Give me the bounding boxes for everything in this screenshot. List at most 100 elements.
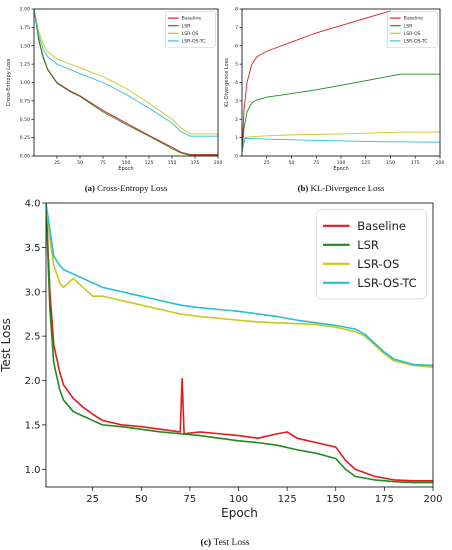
x-tick-label: 25 (54, 160, 60, 166)
x-tick-label: 200 (214, 160, 223, 166)
y-tick-label: 1.50 (20, 43, 30, 49)
x-tick-label: 50 (77, 160, 83, 166)
legend-box (316, 209, 427, 300)
series-line-lsr-os-tc (34, 9, 218, 137)
x-tick-label: 100 (229, 494, 248, 505)
x-axis-label: Epoch (333, 166, 348, 172)
caption-label: (b) (298, 183, 311, 193)
chart-b: 25 50 75 100 125 150 175 200 0 1 2 3 4 5 6 7 8 Epoch KL-Di… (224, 7, 444, 193)
axes-frame (45, 202, 434, 488)
y-tick-label: 6 (235, 43, 238, 49)
y-axis-label: Cross-Entropy Loss (6, 58, 12, 106)
x-tick-label: 200 (423, 494, 442, 505)
x-tick-label: 175 (375, 494, 394, 505)
x-tick-label: 175 (411, 160, 420, 166)
x-tick-label: 150 (168, 160, 177, 166)
series-line-lsr (46, 203, 433, 484)
caption-text: Cross-Entropy Loss (97, 183, 168, 193)
series-line-baseline (34, 9, 218, 155)
x-tick-label: 125 (361, 160, 370, 166)
plot-area (34, 9, 218, 156)
y-axis-label: Test Loss (0, 318, 13, 373)
x-tick-label: 75 (100, 160, 106, 166)
x-tick-label: 100 (122, 160, 131, 166)
y-tick-label: 0 (235, 154, 238, 160)
y-tick-label: 1.0 (25, 465, 41, 476)
legend-box (387, 11, 438, 48)
series-line-lsr-os (34, 9, 218, 135)
x-tick-label: 75 (184, 494, 197, 505)
y-tick-label: 1.00 (20, 80, 30, 86)
y-axis-label: KL-Divergence Loss (224, 58, 230, 107)
legend-label-lsr-os-tc: LSR-OS-TC (182, 39, 206, 45)
y-tick-label: 5 (235, 62, 238, 68)
y-tick-label: 1.5 (25, 420, 41, 431)
series-line-baseline (46, 203, 433, 482)
x-axis-label: Epoch (118, 166, 133, 172)
series-line-lsr (34, 9, 218, 156)
x-tick-label: 125 (278, 494, 297, 505)
x-tick-label: 125 (145, 160, 154, 166)
y-tick-label: 2.5 (25, 332, 41, 343)
caption: (c) Test Loss (201, 537, 250, 548)
series-line-lsr-os (46, 203, 433, 368)
caption-label: (c) (201, 537, 214, 548)
legend-label-lsr: LSR (357, 238, 379, 252)
y-tick-label: 2.00 (20, 7, 30, 13)
legend-label-baseline: Baseline (182, 16, 202, 22)
x-tick-label: 200 (436, 160, 445, 166)
x-tick-label: 100 (337, 160, 346, 166)
x-tick-label: 175 (191, 160, 200, 166)
legend-label-baseline: Baseline (404, 16, 424, 22)
chart-c: 25 50 75 100 125 150 175 200 1.0 1.5 2.0 2.5 3.0 3.5 4… (0, 199, 443, 549)
legend-box (165, 11, 216, 48)
chart-a: 25 50 75 100 125 150 175 200 0.00 0.25 0.50 0.75 1.0… (6, 7, 222, 193)
plot-area (46, 203, 433, 484)
series-line-baseline (242, 10, 391, 153)
legend-label-lsr-os-tc: LSR-OS-TC (357, 276, 417, 290)
y-tick-label: 4.0 (25, 199, 41, 210)
series-line-lsr (242, 73, 440, 153)
legend-label-lsr: LSR (182, 23, 191, 29)
x-tick-label: 150 (386, 160, 395, 166)
caption-text: KL-Divergence Loss (311, 183, 385, 193)
y-tick-label: 2 (235, 117, 238, 123)
caption-label: (a) (85, 183, 97, 193)
x-tick-label: 50 (289, 160, 295, 166)
y-tick-label: 1 (235, 135, 238, 141)
x-tick-label: 50 (135, 494, 148, 505)
y-tick-label: 0.75 (20, 98, 30, 104)
caption: (a) Cross-Entropy Loss (85, 183, 168, 193)
y-tick-label: 1.25 (20, 62, 30, 68)
x-tick-label: 25 (86, 494, 99, 505)
legend-label-baseline: Baseline (357, 219, 406, 233)
y-tick-label: 8 (235, 7, 238, 13)
y-tick-label: 2.0 (25, 376, 41, 387)
y-tick-label: 7 (235, 25, 238, 31)
x-tick-label: 150 (326, 494, 345, 505)
y-tick-label: 3.5 (25, 243, 41, 254)
y-tick-label: 3 (235, 98, 238, 104)
x-tick-label: 25 (264, 160, 270, 166)
y-tick-label: 1.75 (20, 25, 30, 31)
legend-label-lsr-os-tc: LSR-OS-TC (404, 39, 428, 45)
legend-label-lsr-os: LSR-OS (182, 31, 199, 37)
legend-label-lsr-os: LSR-OS (404, 31, 421, 37)
series-line-lsr-os-tc (46, 203, 433, 367)
x-axis-label: Epoch (221, 506, 258, 520)
y-tick-label: 0.25 (20, 135, 30, 141)
legend-label-lsr: LSR (404, 23, 413, 29)
y-tick-label: 0.50 (20, 117, 30, 123)
y-tick-label: 3.0 (25, 287, 41, 298)
plot-area (242, 10, 440, 153)
x-tick-label: 75 (313, 160, 319, 166)
caption-text: Test Loss (213, 538, 249, 548)
y-tick-label: 0.00 (20, 154, 30, 160)
series-line-lsr-os (242, 131, 440, 153)
series-line-lsr-os-tc (242, 138, 440, 153)
caption: (b) KL-Divergence Loss (298, 183, 385, 193)
